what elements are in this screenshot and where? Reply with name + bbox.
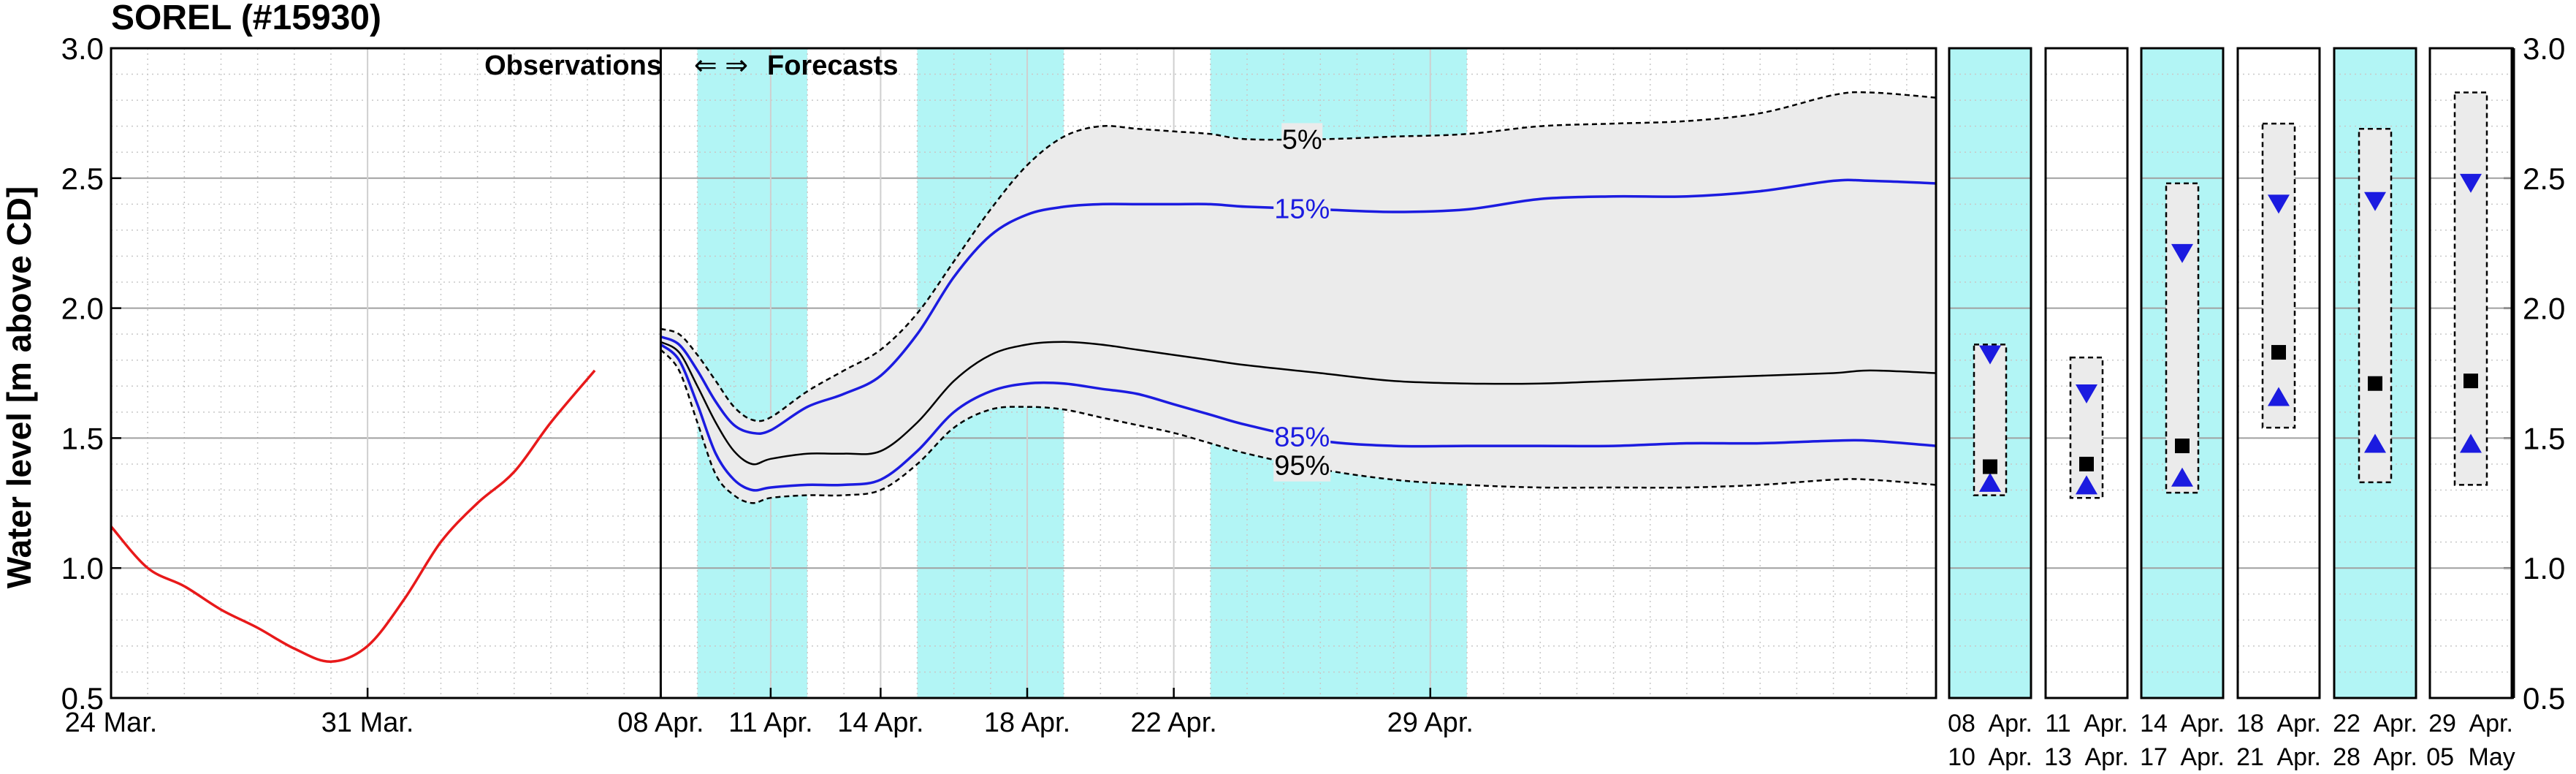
panel-marker-15pct <box>2076 384 2097 403</box>
panel-range-box <box>1973 344 2008 496</box>
panel-marker-85pct <box>2460 433 2482 453</box>
y-tick-label: 1.5 <box>61 421 104 455</box>
curve-label-15pct: 15% <box>1274 194 1330 225</box>
series-line-observed <box>110 369 596 663</box>
right-y-tick-label: 1.0 <box>2523 551 2565 585</box>
text-labels: SOREL (#15930) Water level [m above CD] … <box>0 0 2565 738</box>
panel-frame <box>2428 47 2513 699</box>
panel-label-line2: 17 Apr. <box>2140 743 2225 771</box>
panel-label-line1: 14 Apr. <box>2140 710 2225 737</box>
x-tick-label: 18 Apr. <box>984 707 1070 738</box>
x-tick-label: 29 Apr. <box>1387 707 1474 738</box>
panel-label-line2: 28 Apr. <box>2333 743 2417 771</box>
period-panel-0: 08 Apr. 10 Apr. <box>1948 47 2032 771</box>
panel-marker-15pct <box>2364 191 2386 211</box>
y-axis-label: Water level [m above CD] <box>0 186 38 588</box>
percentile-band <box>660 92 1936 504</box>
panel-range-box <box>2453 91 2488 486</box>
panel-frame <box>2333 47 2417 699</box>
panel-range-box <box>2261 122 2296 429</box>
panel-marker-median <box>2463 373 2478 389</box>
panel-label-line1: 18 Apr. <box>2236 710 2321 737</box>
panel-marker-85pct <box>1979 472 2001 492</box>
period-panel-4: 22 Apr. 28 Apr. <box>2333 47 2417 771</box>
panel-marker-85pct <box>2076 475 2097 495</box>
main-plot-frame <box>110 47 1937 699</box>
panel-marker-median <box>2368 376 2382 391</box>
series-line-95pct <box>660 349 1937 504</box>
panel-range-box <box>2069 356 2104 499</box>
panel-label-line2: 05 May <box>2426 743 2515 771</box>
panel-marker-median <box>2271 345 2286 360</box>
x-tick-label: 08 Apr. <box>617 707 704 738</box>
curve-label-85pct: 85% <box>1274 422 1330 453</box>
panel-label-line1: 11 Apr. <box>2045 710 2127 737</box>
panel-marker-median <box>2079 456 2094 471</box>
curve-label-95pct: 95% <box>1274 451 1330 482</box>
panel-marker-15pct <box>1979 345 2001 365</box>
right-y-tick-label: 2.5 <box>2523 162 2565 196</box>
x-tick-label: 31 Mar. <box>321 707 414 738</box>
chart-title: SOREL (#15930) <box>111 0 381 37</box>
right-y-tick-label: 0.5 <box>2523 681 2565 716</box>
curve-label-bg <box>1273 192 1331 225</box>
period-panel-1: 11 Apr. 13 Apr. <box>2044 47 2129 771</box>
divider-arrows: ⇐ ⇒ <box>694 50 748 81</box>
shaded-period-0 <box>697 48 808 698</box>
curve-label-5pct: 5% <box>1282 124 1322 155</box>
panel-marker-median <box>2175 439 2190 454</box>
series-line-15pct <box>660 178 1937 436</box>
panel-label-line1: 08 Apr. <box>1948 710 2032 737</box>
panel-range-box <box>2358 127 2393 484</box>
right-y-tick-label: 1.5 <box>2523 421 2565 455</box>
panel-marker-median <box>1983 459 1997 474</box>
right-y-tick-label: 3.0 <box>2523 31 2565 66</box>
panel-marker-85pct <box>2364 433 2386 453</box>
plot-frames <box>110 47 2515 699</box>
period-panels: 08 Apr. 10 Apr. 11 Apr. 13 Apr. 14 Apr. 17 Ap… <box>1948 47 2515 771</box>
y-tick-label: 3.0 <box>61 31 104 66</box>
panel-frame <box>2044 47 2129 699</box>
x-tick-label: 14 Apr. <box>837 707 923 738</box>
curve-label-bg <box>1273 449 1331 482</box>
panel-frame <box>2236 47 2321 699</box>
panel-marker-15pct <box>2268 194 2290 214</box>
period-panel-2: 14 Apr. 17 Apr. <box>2140 47 2225 771</box>
x-tick-label: 11 Apr. <box>728 707 813 738</box>
y-tick-label: 2.0 <box>61 292 104 326</box>
panel-marker-15pct <box>2460 173 2482 193</box>
y-tick-label: 0.5 <box>61 681 104 716</box>
panel-marker-85pct <box>2171 467 2193 487</box>
panel-label-line1: 29 Apr. <box>2428 710 2513 737</box>
series-line-5pct <box>660 91 1937 422</box>
observations-label: Observations <box>484 50 662 81</box>
series-lines <box>110 91 1937 663</box>
series-line-median <box>660 341 1937 466</box>
panel-frame <box>1948 47 2032 699</box>
curve-label-bg <box>1273 420 1331 453</box>
panel-marker-15pct <box>2171 243 2193 263</box>
series-line-85pct <box>660 343 1937 492</box>
y-tick-label: 2.5 <box>61 162 104 196</box>
panel-label-line2: 13 Apr. <box>2044 743 2129 771</box>
panel-label-line2: 21 Apr. <box>2236 743 2321 771</box>
panel-marker-85pct <box>2268 387 2290 406</box>
panel-label-line2: 10 Apr. <box>1948 743 2032 771</box>
panel-label-line1: 22 Apr. <box>2333 710 2417 737</box>
x-tick-label: 22 Apr. <box>1130 707 1216 738</box>
band-5-95 <box>660 92 1936 504</box>
right-y-tick-label: 2.0 <box>2523 292 2565 326</box>
y-tick-label: 1.0 <box>61 551 104 585</box>
curve-label-bg <box>1281 123 1323 156</box>
forecasts-label: Forecasts <box>767 50 899 81</box>
x-tick-label: 24 Mar. <box>65 707 158 738</box>
period-panel-3: 18 Apr. 21 Apr. <box>2236 47 2321 771</box>
panel-frame <box>2140 47 2225 699</box>
period-panel-5: 29 Apr. 05 May <box>2426 47 2515 771</box>
